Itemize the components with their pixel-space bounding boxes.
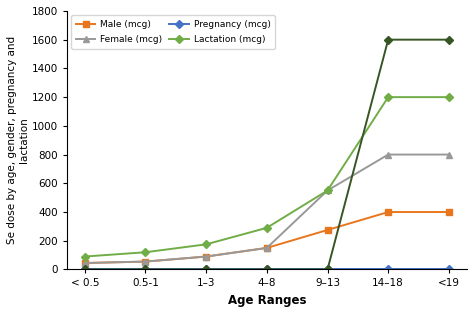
Y-axis label: Se dose by age, gender, pregnancy and
lactation: Se dose by age, gender, pregnancy and la… (7, 36, 28, 244)
X-axis label: Age Ranges: Age Ranges (228, 294, 306, 307)
Lactation (mcg) (446, 95, 452, 99)
Male (mcg) (325, 228, 330, 232)
Female (mcg) (203, 255, 209, 258)
Pregnancy (mcg) (385, 268, 391, 271)
Pregnancy (mcg) (446, 268, 452, 271)
Line: Pregnancy (mcg): Pregnancy (mcg) (82, 267, 452, 272)
Male (mcg) (143, 260, 148, 263)
Male (mcg) (203, 255, 209, 258)
Legend: Male (mcg), Female (mcg), Pregnancy (mcg), Lactation (mcg): Male (mcg), Female (mcg), Pregnancy (mcg… (71, 15, 275, 49)
Female (mcg) (143, 260, 148, 263)
Lactation (mcg) (325, 189, 330, 192)
Pregnancy (mcg) (264, 268, 270, 271)
Pregnancy (mcg) (82, 268, 88, 271)
Lactation (mcg) (385, 95, 391, 99)
Lactation (mcg) (143, 250, 148, 254)
Male (mcg) (446, 210, 452, 214)
Female (mcg) (82, 261, 88, 265)
Male (mcg) (82, 261, 88, 265)
Female (mcg) (325, 189, 330, 192)
Pregnancy (mcg) (203, 268, 209, 271)
Line: Male (mcg): Male (mcg) (82, 209, 452, 266)
Line: Female (mcg): Female (mcg) (82, 151, 452, 267)
Male (mcg) (264, 246, 270, 250)
Pregnancy (mcg) (143, 268, 148, 271)
Lactation (mcg) (203, 242, 209, 246)
Lactation (mcg) (264, 226, 270, 230)
Female (mcg) (385, 153, 391, 156)
Male (mcg) (385, 210, 391, 214)
Female (mcg) (446, 153, 452, 156)
Line: Lactation (mcg): Lactation (mcg) (82, 94, 452, 260)
Lactation (mcg) (82, 255, 88, 258)
Pregnancy (mcg) (325, 268, 330, 271)
Female (mcg) (264, 246, 270, 250)
